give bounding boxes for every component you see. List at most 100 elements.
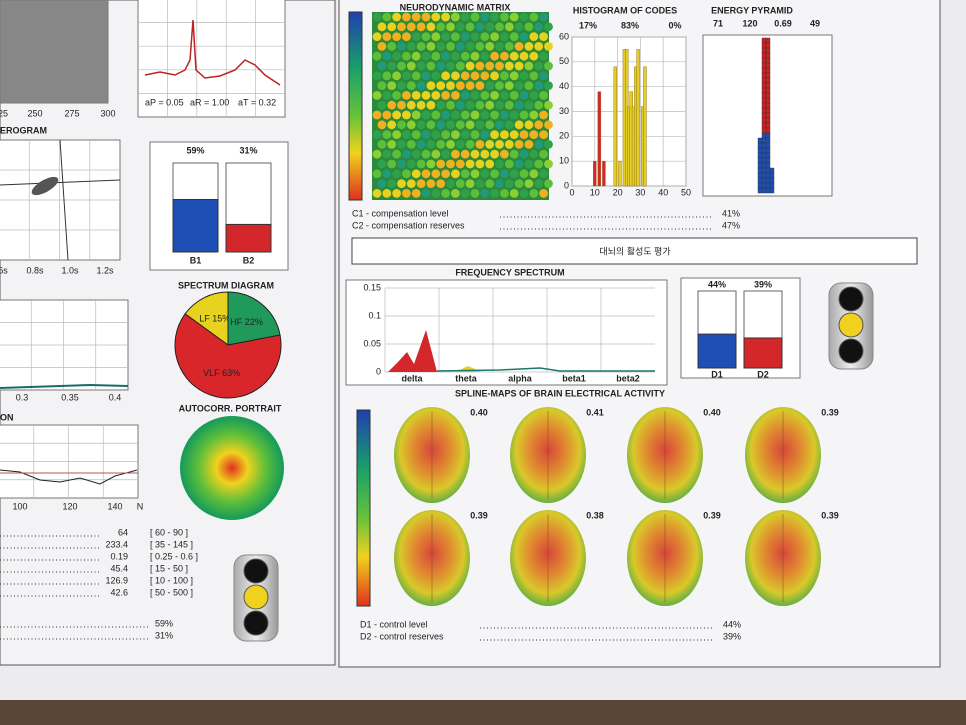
matrix-cell <box>495 159 504 169</box>
traffic-lamp <box>243 558 269 584</box>
matrix-cell <box>392 91 401 100</box>
pyramid-cell <box>761 172 767 179</box>
matrix-cell <box>465 22 475 32</box>
matrix-cell <box>514 159 524 169</box>
matrix-cell <box>529 149 539 159</box>
matrix-cell <box>406 140 416 149</box>
matrix-cell <box>500 51 509 61</box>
matrix-cell <box>495 120 504 130</box>
matrix-cell <box>544 81 553 90</box>
matrix-cell <box>519 169 529 179</box>
matrix-cell <box>465 42 475 51</box>
pyramid-cell <box>761 187 767 194</box>
matrix-cell <box>392 169 401 179</box>
matrix-cell <box>455 61 465 71</box>
matrix-cell <box>485 22 495 32</box>
matrix-cell <box>441 12 450 22</box>
pyramid-cell <box>757 187 763 194</box>
matrix-cell <box>539 32 548 41</box>
matrix-cell <box>406 159 416 169</box>
matrix-cell <box>485 159 495 169</box>
matrix-cell <box>524 81 534 90</box>
stat-range: [ 10 - 100 ] <box>150 575 193 585</box>
pyramid-cell <box>761 37 767 44</box>
pyramid-cell <box>761 177 767 184</box>
matrix-cell <box>524 159 534 169</box>
matrix-cell <box>514 140 524 149</box>
control-label: D2 - control reserves <box>360 631 444 641</box>
matrix-cell <box>397 179 406 189</box>
matrix-cell <box>372 130 382 140</box>
matrix-cell <box>421 32 431 41</box>
matrix-cell <box>475 81 485 90</box>
x-tick-label: 40 <box>658 187 668 197</box>
matrix-cell <box>500 149 509 159</box>
bar-label: B1 <box>190 255 202 265</box>
matrix-cell <box>480 91 490 100</box>
pyramid-cell <box>761 147 767 154</box>
matrix-cell <box>436 159 446 169</box>
signal-trace <box>0 0 108 103</box>
value-label: 31% <box>239 145 257 155</box>
matrix-cell <box>534 42 544 51</box>
x-tick-label: 10 <box>590 187 600 197</box>
matrix-cell <box>485 81 495 90</box>
x-tick-label: 0 <box>569 187 574 197</box>
matrix-cell <box>372 12 382 22</box>
matrix-cell <box>406 120 416 130</box>
matrix-cell <box>436 100 446 110</box>
axis-label: 100 <box>12 501 27 511</box>
matrix-cell <box>436 120 446 130</box>
matrix-cell <box>392 71 401 81</box>
pyramid-cell <box>765 47 771 54</box>
matrix-cell <box>436 81 446 90</box>
panel-box <box>137 0 286 118</box>
matrix-cell <box>421 91 431 100</box>
matrix-cell <box>470 71 480 81</box>
matrix-cell <box>397 140 406 149</box>
matrix-cell <box>495 179 504 189</box>
matrix-cell <box>411 169 421 179</box>
matrix-cell <box>372 71 382 81</box>
param-label: aP = 0.05 <box>145 97 184 107</box>
matrix-cell <box>426 81 436 90</box>
matrix-cell <box>451 71 460 81</box>
matrix-cell <box>509 51 519 61</box>
matrix-cell <box>534 22 544 32</box>
matrix-cell <box>460 110 470 120</box>
x-tick-label: alpha <box>508 373 533 383</box>
matrix-cell <box>446 100 455 110</box>
matrix-cell <box>460 91 470 100</box>
map-value: 0.40 <box>470 407 488 417</box>
matrix-cell <box>426 159 436 169</box>
matrix-cell <box>402 169 411 179</box>
matrix-cell <box>500 169 509 179</box>
pyramid-cell <box>757 152 763 159</box>
matrix-cell <box>402 149 411 159</box>
matrix-cell <box>495 140 504 149</box>
pyramid-cell <box>765 72 771 79</box>
pyramid-cell <box>765 177 771 184</box>
section-title: EROGRAM <box>0 125 47 135</box>
matrix-cell <box>509 12 519 22</box>
matrix-cell <box>465 179 475 189</box>
section-title: SPLINE-MAPS OF BRAIN ELECTRICAL ACTIVITY <box>455 388 665 398</box>
control-label: D1 - control level <box>360 619 428 629</box>
matrix-cell <box>524 61 534 71</box>
pyramid-cell <box>761 102 767 109</box>
matrix-cell <box>524 120 534 130</box>
matrix-cell <box>544 100 553 110</box>
matrix-cell <box>475 61 485 71</box>
matrix-cell <box>490 130 499 140</box>
axis-label: 120 <box>62 501 77 511</box>
pyramid-cell <box>761 107 767 114</box>
pyramid-cell <box>761 92 767 99</box>
pyramid-cell <box>765 107 771 114</box>
matrix-cell <box>529 12 539 22</box>
matrix-cell <box>431 12 441 22</box>
matrix-cell <box>411 12 421 22</box>
pyramid-cell <box>761 157 767 164</box>
matrix-cell <box>392 110 401 120</box>
matrix-cell <box>436 42 446 51</box>
histogram-bar <box>593 160 597 187</box>
